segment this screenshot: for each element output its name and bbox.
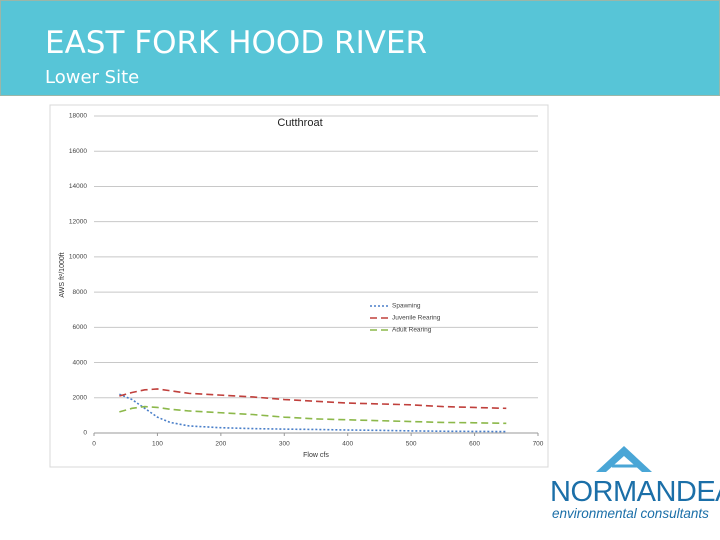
chart-frame bbox=[49, 104, 549, 468]
x-tick-label: 300 bbox=[279, 441, 290, 448]
series-line bbox=[119, 388, 507, 410]
header-banner: EAST FORK HOOD RIVER Lower Site bbox=[0, 0, 720, 96]
legend-label: Spawning bbox=[392, 303, 421, 310]
y-tick-label: 12000 bbox=[69, 218, 87, 225]
x-tick-label: 200 bbox=[215, 441, 226, 448]
x-tick-label: 0 bbox=[92, 441, 96, 448]
y-tick-label: 14000 bbox=[69, 183, 87, 190]
legend-label: Juvenile Rearing bbox=[392, 315, 441, 322]
y-tick-label: 2000 bbox=[73, 394, 88, 401]
y-tick-label: 16000 bbox=[69, 148, 87, 155]
legend-label: Adult Rearing bbox=[392, 327, 432, 334]
slide-subtitle: Lower Site bbox=[45, 67, 140, 88]
chart-title: Cutthroat bbox=[277, 117, 322, 129]
x-tick-label: 700 bbox=[533, 441, 544, 448]
logo-name: NORMANDEAU bbox=[550, 476, 720, 508]
y-tick-label: 6000 bbox=[73, 324, 88, 331]
y-axis-label: AWS ft²/1000ft bbox=[59, 252, 66, 297]
x-axis-label: Flow cfs bbox=[303, 452, 329, 459]
y-tick-label: 10000 bbox=[69, 254, 87, 261]
y-tick-label: 4000 bbox=[73, 359, 88, 366]
y-tick-label: 8000 bbox=[73, 289, 88, 296]
logo-mark bbox=[596, 446, 652, 472]
logo-tagline: environmental consultants bbox=[552, 506, 709, 521]
x-tick-label: 100 bbox=[152, 441, 163, 448]
series-line bbox=[119, 393, 507, 433]
x-tick-label: 600 bbox=[469, 441, 480, 448]
slide-title: EAST FORK HOOD RIVER bbox=[45, 25, 428, 61]
series-line bbox=[119, 405, 507, 425]
y-tick-label: 18000 bbox=[69, 113, 87, 120]
x-tick-label: 500 bbox=[406, 441, 417, 448]
y-tick-label: 0 bbox=[83, 430, 87, 437]
x-tick-label: 400 bbox=[342, 441, 353, 448]
